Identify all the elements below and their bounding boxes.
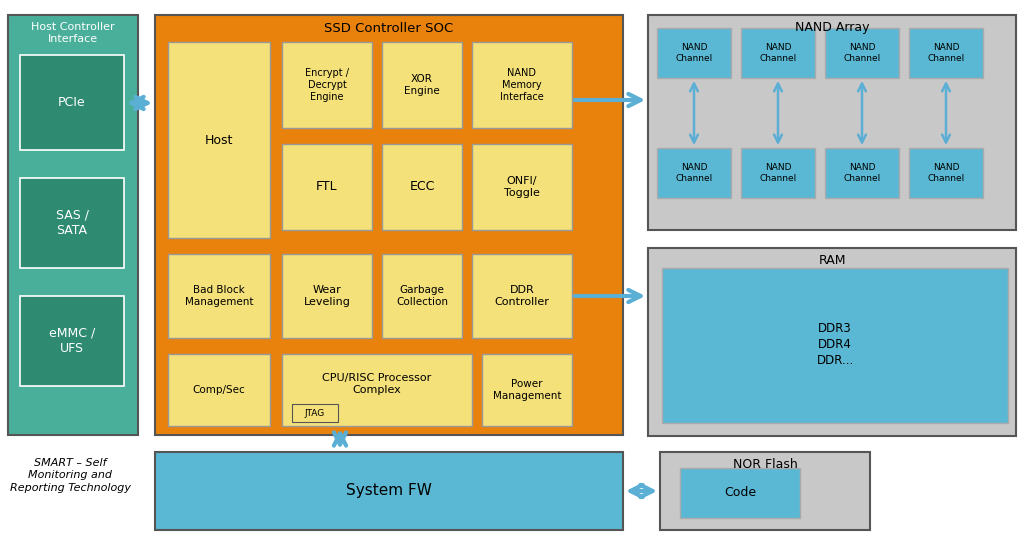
Bar bbox=[825, 148, 899, 198]
Text: NAND
Channel: NAND Channel bbox=[676, 43, 713, 63]
Text: ONFI/
Toggle: ONFI/ Toggle bbox=[504, 176, 540, 198]
Text: Host: Host bbox=[205, 133, 233, 146]
Bar bbox=[909, 28, 983, 78]
Text: SSD Controller SOC: SSD Controller SOC bbox=[325, 23, 454, 36]
Text: NAND
Memory
Interface: NAND Memory Interface bbox=[500, 68, 544, 103]
Text: NAND
Channel: NAND Channel bbox=[676, 163, 713, 183]
Text: Encrypt /
Decrypt
Engine: Encrypt / Decrypt Engine bbox=[305, 68, 349, 103]
Text: Garbage
Collection: Garbage Collection bbox=[396, 285, 449, 307]
Text: NAND
Channel: NAND Channel bbox=[760, 43, 797, 63]
Bar bbox=[382, 254, 462, 338]
Bar bbox=[660, 452, 870, 530]
Bar bbox=[292, 404, 338, 422]
Text: XOR
Engine: XOR Engine bbox=[404, 74, 440, 96]
Text: Code: Code bbox=[724, 487, 756, 500]
Bar bbox=[741, 28, 815, 78]
Bar bbox=[648, 15, 1016, 230]
Bar bbox=[909, 148, 983, 198]
Text: Host Controller
Interface: Host Controller Interface bbox=[31, 22, 115, 44]
Bar bbox=[282, 354, 472, 426]
Bar bbox=[680, 468, 800, 518]
Bar bbox=[657, 28, 731, 78]
Bar bbox=[657, 148, 731, 198]
Bar bbox=[741, 148, 815, 198]
Text: NAND
Channel: NAND Channel bbox=[928, 163, 965, 183]
Bar bbox=[648, 248, 1016, 436]
Text: ECC: ECC bbox=[410, 180, 434, 193]
Text: eMMC /
UFS: eMMC / UFS bbox=[49, 327, 95, 355]
Text: Power
Management: Power Management bbox=[493, 379, 561, 401]
Bar bbox=[20, 296, 124, 386]
Text: NAND
Channel: NAND Channel bbox=[844, 163, 881, 183]
Text: JTAG: JTAG bbox=[305, 408, 326, 417]
Text: SMART – Self
Monitoring and
Reporting Technology: SMART – Self Monitoring and Reporting Te… bbox=[10, 458, 131, 493]
Text: FTL: FTL bbox=[316, 180, 338, 193]
Bar bbox=[282, 42, 372, 128]
Bar bbox=[472, 42, 572, 128]
Text: Wear
Leveling: Wear Leveling bbox=[303, 285, 350, 307]
Text: NAND
Channel: NAND Channel bbox=[844, 43, 881, 63]
Bar bbox=[20, 178, 124, 268]
Bar bbox=[472, 144, 572, 230]
Text: System FW: System FW bbox=[346, 483, 432, 498]
Bar bbox=[168, 42, 270, 238]
Text: DDR3
DDR4
DDR...: DDR3 DDR4 DDR... bbox=[816, 322, 854, 368]
Bar bbox=[155, 15, 623, 435]
Text: CPU/RISC Processor
Complex: CPU/RISC Processor Complex bbox=[323, 373, 432, 395]
Bar bbox=[482, 354, 572, 426]
Bar bbox=[8, 15, 138, 435]
Bar bbox=[282, 144, 372, 230]
Text: NAND
Channel: NAND Channel bbox=[760, 163, 797, 183]
Bar bbox=[382, 42, 462, 128]
Text: RAM: RAM bbox=[818, 254, 846, 267]
Bar bbox=[662, 268, 1008, 423]
Text: NAND Array: NAND Array bbox=[795, 22, 869, 35]
Text: NAND
Channel: NAND Channel bbox=[928, 43, 965, 63]
Bar bbox=[155, 452, 623, 530]
Text: Comp/Sec: Comp/Sec bbox=[193, 385, 246, 395]
Text: PCIe: PCIe bbox=[58, 97, 86, 110]
Bar bbox=[472, 254, 572, 338]
Bar bbox=[20, 55, 124, 150]
Bar bbox=[382, 144, 462, 230]
Text: Bad Block
Management: Bad Block Management bbox=[184, 285, 253, 307]
Bar bbox=[282, 254, 372, 338]
Text: DDR
Controller: DDR Controller bbox=[495, 285, 550, 307]
Text: SAS /
SATA: SAS / SATA bbox=[55, 208, 88, 238]
Bar bbox=[168, 254, 270, 338]
Text: NOR Flash: NOR Flash bbox=[732, 458, 798, 471]
Bar bbox=[825, 28, 899, 78]
Bar bbox=[168, 354, 270, 426]
